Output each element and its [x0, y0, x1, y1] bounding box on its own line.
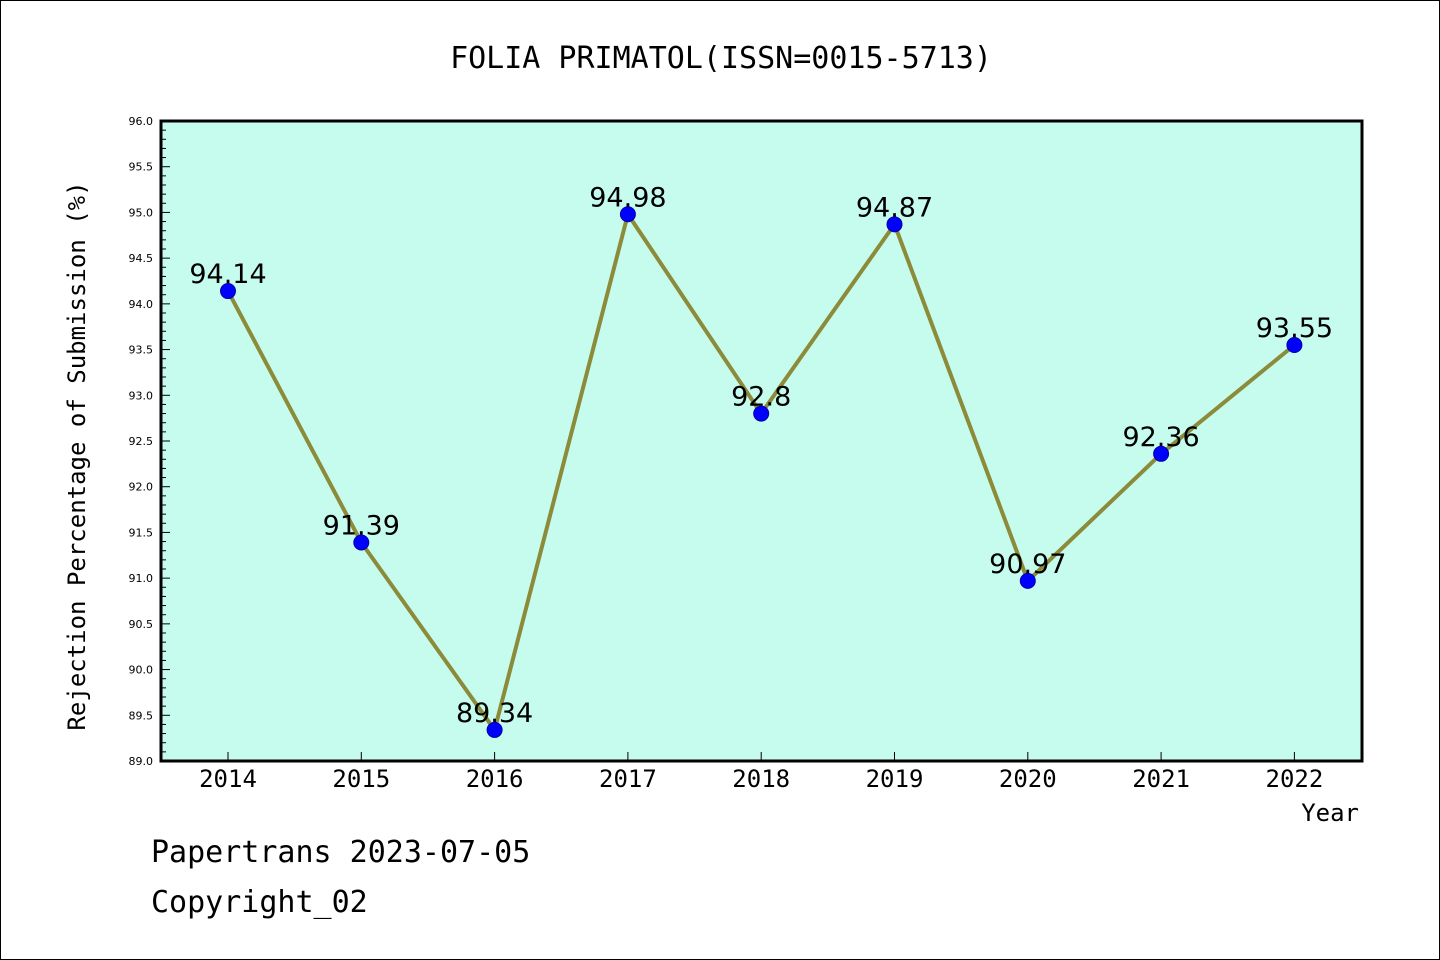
data-point-marker — [886, 216, 903, 233]
data-point-marker — [486, 721, 503, 738]
data-label: 94.14 — [189, 259, 266, 290]
data-point-marker — [353, 534, 370, 551]
data-point-marker — [1286, 337, 1303, 353]
series-line-group: 94.14 91.39 89.34 94.98 92.8 94.87 90.97 92.36 9… — [189, 182, 1333, 738]
plot-frame — [159, 119, 1364, 763]
x-tick-label: 2014 — [199, 765, 257, 793]
x-tick-label: 2016 — [466, 765, 524, 793]
data-label: 89.34 — [456, 698, 533, 729]
y-tick-label: 89.5 — [129, 709, 154, 722]
data-label: 91.39 — [323, 510, 400, 541]
y-tick-label: 96.0 — [129, 115, 154, 128]
x-tick-label: 2018 — [732, 765, 790, 793]
y-tick-label: 95.5 — [129, 161, 154, 174]
x-tick-label: 2017 — [599, 765, 657, 793]
y-tick-label: 93.0 — [129, 389, 154, 402]
data-label: 92.8 — [731, 382, 791, 413]
y-tick-label: 95.0 — [129, 206, 154, 219]
data-label: 94.98 — [589, 182, 666, 213]
x-tick-label: 2020 — [999, 765, 1057, 793]
chart-title: FOLIA PRIMATOL(ISSN=0015-5713) — [450, 41, 992, 76]
y-tick-label: 94.0 — [129, 298, 154, 311]
data-point-marker — [1153, 445, 1170, 462]
y-tick-label: 90.0 — [129, 664, 154, 677]
data-point-marker — [220, 283, 236, 300]
y-tick-label: 92.5 — [129, 435, 154, 448]
y-axis: 89.0 89.5 90.0 90.5 91.0 91.5 92.0 92.5 93.0 93.5… — [129, 115, 170, 768]
data-point-marker — [1019, 572, 1036, 589]
x-tick-label: 2021 — [1132, 765, 1190, 793]
data-label: 93.55 — [1256, 313, 1333, 344]
plot-area — [161, 121, 1362, 761]
x-tick-label: 2015 — [332, 765, 390, 793]
y-tick-label: 92.0 — [129, 481, 154, 494]
data-label: 94.87 — [856, 192, 933, 223]
y-axis-label: Rejection Percentage of Submission (%) — [63, 181, 91, 730]
data-label: 90.97 — [989, 549, 1066, 580]
y-tick-label: 93.5 — [129, 344, 154, 357]
y-tick-label: 90.5 — [129, 618, 154, 631]
x-tick-label: 2019 — [866, 765, 924, 793]
x-tick-label: 2022 — [1266, 765, 1324, 793]
data-label: 92.36 — [1122, 422, 1199, 453]
data-point-marker — [619, 206, 636, 223]
y-tick-label: 91.5 — [129, 526, 154, 539]
data-point-marker — [753, 405, 770, 422]
y-tick-label: 89.0 — [129, 755, 154, 768]
y-tick-label: 91.0 — [129, 572, 154, 585]
footer-copyright-line: Copyright_02 — [151, 885, 368, 920]
x-axis: 2014 2015 2016 2017 2018 2019 2020 2021 2022 — [199, 752, 1323, 793]
footer-date-line: Papertrans 2023-07-05 — [151, 835, 531, 870]
y-tick-label: 94.5 — [129, 252, 154, 265]
x-axis-label: Year — [1301, 799, 1359, 827]
